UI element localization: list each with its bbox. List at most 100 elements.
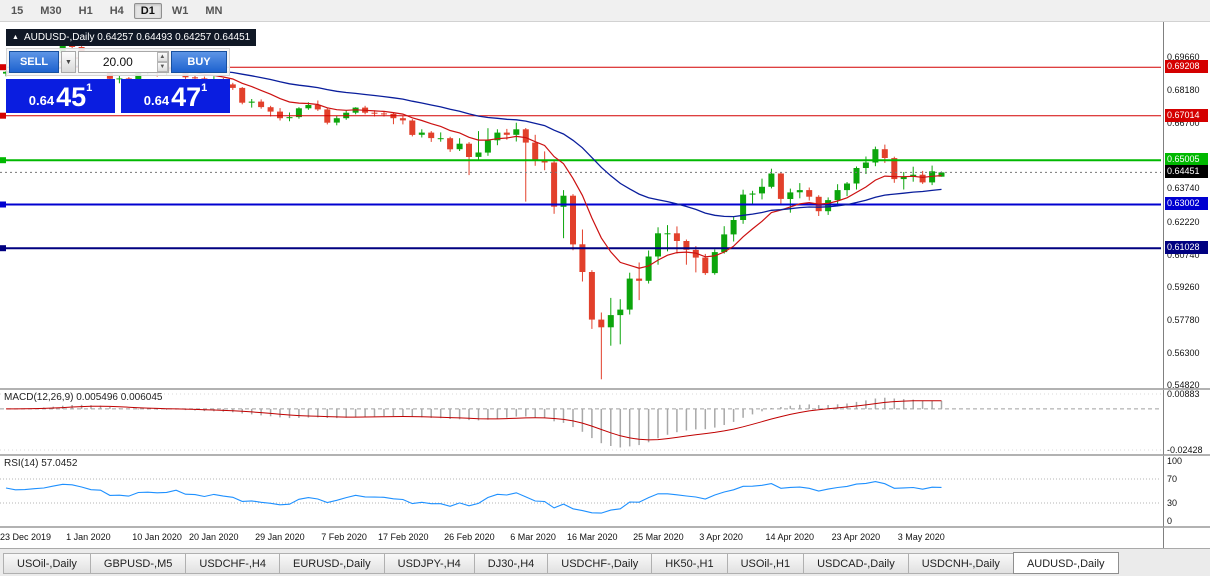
date-label: 25 Mar 2020	[633, 532, 684, 542]
candle-up	[295, 108, 302, 118]
date-label: 26 Feb 2020	[444, 532, 495, 542]
timeframe-button-M30[interactable]: M30	[33, 3, 68, 19]
candle-down	[371, 112, 378, 114]
rsi-label: RSI(14) 57.0452	[4, 458, 78, 469]
volume-decrease-button[interactable]: ▼	[156, 62, 168, 72]
date-label: 1 Jan 2020	[66, 532, 111, 542]
date-label: 6 Mar 2020	[510, 532, 556, 542]
candle-down	[919, 174, 926, 183]
candle-down	[314, 105, 321, 110]
candle-down	[466, 143, 472, 157]
volume-input[interactable]	[79, 52, 157, 72]
sell-button[interactable]: SELL	[9, 51, 59, 73]
candle-down	[570, 195, 576, 245]
symbol-tab-USOil-,Daily[interactable]: USOil-,Daily	[3, 553, 91, 574]
sell-price-display[interactable]: 0.64 45 1	[6, 79, 115, 113]
symbol-tab-USDCNH-,Daily[interactable]: USDCNH-,Daily	[907, 553, 1014, 574]
volume-increase-button[interactable]: ▲	[156, 52, 168, 62]
candle-up	[834, 190, 841, 201]
symbol-tab-USDJPY-,H4[interactable]: USDJPY-,H4	[383, 553, 475, 574]
candle-up	[938, 172, 945, 177]
buy-price-display[interactable]: 0.64 47 1	[121, 79, 230, 113]
volume-dropdown-button[interactable]: ▼	[61, 51, 76, 73]
symbol-tab-GBPUSD-,M5[interactable]: GBPUSD-,M5	[89, 553, 187, 574]
symbol-tab-USOil-,H1[interactable]: USOil-,H1	[726, 553, 805, 574]
symbol-tabs: USOil-,Daily GBPUSD-,M5 USDCHF-,H4 EURUSD-,…	[0, 548, 1210, 576]
candle-up	[853, 168, 860, 184]
candle-down	[532, 142, 539, 161]
candle-down	[503, 132, 510, 135]
chart-title-bar: ▲ AUDUSD-,Daily 0.64257 0.64493 0.64257 …	[6, 29, 257, 46]
candle-down	[192, 77, 198, 79]
level-marker-icon	[0, 245, 6, 252]
candle-down	[777, 173, 784, 199]
candle-down	[277, 111, 283, 119]
rsi-axis-label: 0	[1167, 516, 1173, 526]
symbol-tab-DJ30-,H4[interactable]: DJ30-,H4	[473, 553, 549, 574]
candle-down	[806, 190, 813, 197]
collapse-panel-icon[interactable]: ▲	[12, 34, 19, 41]
candle-up	[759, 186, 765, 194]
candle-down	[551, 162, 558, 207]
date-label: 3 Apr 2020	[699, 532, 743, 542]
chart-window: ▲ AUDUSD-,Daily 0.64257 0.64493 0.64257 …	[0, 22, 1210, 548]
candle-up	[664, 233, 671, 235]
buy-price-point: 1	[201, 82, 208, 94]
candle-up	[456, 143, 463, 150]
timeframe-button-H4[interactable]: H4	[103, 3, 131, 19]
candle-up	[655, 233, 661, 257]
candle-up	[645, 256, 652, 281]
price-axis-label: 0.68180	[1167, 84, 1200, 95]
rsi-chart[interactable]	[0, 456, 1161, 526]
candle-up	[617, 309, 624, 316]
price-axis-label: 0.56300	[1167, 347, 1200, 358]
timeframe-button-MN[interactable]: MN	[198, 3, 229, 19]
rsi-line	[5, 481, 942, 514]
candle-down	[881, 149, 888, 158]
candle-down	[673, 233, 680, 241]
buy-price-pips: 47	[171, 82, 202, 112]
symbol-tab-AUDUSD-,Daily[interactable]: AUDUSD-,Daily	[1012, 552, 1119, 574]
macd-axis: 0.00883 -0.02428	[1163, 390, 1210, 456]
candle-up	[844, 183, 850, 191]
candle-down	[692, 249, 699, 258]
order-entry-row: SELL ▼ ▲ ▼ BUY	[6, 48, 230, 76]
buy-button[interactable]: BUY	[171, 51, 227, 73]
macd-chart[interactable]	[0, 390, 1161, 454]
symbol-tab-EURUSD-,Daily[interactable]: EURUSD-,Daily	[279, 553, 385, 574]
candle-up	[418, 132, 425, 135]
date-label: 14 Apr 2020	[765, 532, 814, 542]
candle-down	[541, 160, 548, 163]
timeframe-button-H1[interactable]: H1	[72, 3, 100, 19]
candle-down	[69, 45, 76, 47]
symbol-tab-USDCHF-,H4[interactable]: USDCHF-,H4	[185, 553, 280, 574]
timeline[interactable]: 23 Dec 2019 1 Jan 2020 10 Jan 2020 20 Jan 2…	[0, 528, 1163, 548]
candle-up	[872, 149, 879, 163]
macd-panel: MACD(12,26,9) 0.005496 0.006045	[0, 390, 1163, 456]
sell-price-point: 1	[86, 82, 93, 94]
symbol-tab-HK50-,H1[interactable]: HK50-,H1	[651, 553, 728, 574]
candle-up	[437, 138, 444, 140]
price-axis-label: 0.66700	[1167, 117, 1200, 128]
price-level-badge: 0.65005	[1165, 153, 1208, 167]
candle-up	[740, 194, 747, 220]
candle-down	[588, 272, 595, 320]
macd-label: MACD(12,26,9) 0.005496 0.006045	[4, 392, 163, 403]
timeframe-button-15[interactable]: 15	[4, 3, 30, 19]
sell-price-pips: 45	[56, 82, 87, 112]
timeframe-button-W1[interactable]: W1	[165, 3, 196, 19]
date-label: 20 Jan 2020	[189, 532, 239, 542]
candle-down	[399, 118, 406, 121]
current-price-badge: 0.64451	[1165, 165, 1208, 179]
symbol-tab-USDCAD-,Daily[interactable]: USDCAD-,Daily	[803, 553, 909, 574]
rsi-axis-label: 30	[1167, 498, 1178, 508]
candle-up	[749, 193, 756, 195]
timeframe-button-D1[interactable]: D1	[133, 2, 162, 19]
candle-up	[768, 173, 775, 187]
candle-down	[258, 101, 265, 108]
candle-up	[333, 118, 340, 123]
price-axis-label: 0.59260	[1167, 282, 1200, 293]
symbol-tab-USDCHF-,Daily[interactable]: USDCHF-,Daily	[547, 553, 653, 574]
price-axis-label: 0.63740	[1167, 183, 1200, 194]
candle-down	[239, 87, 246, 103]
